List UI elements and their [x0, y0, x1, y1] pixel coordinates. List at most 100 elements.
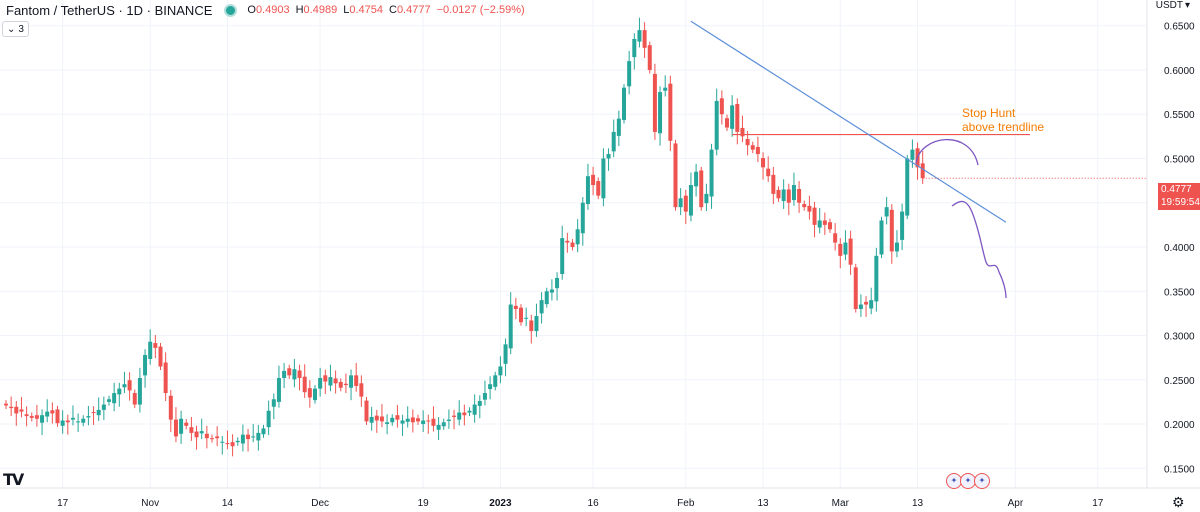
chevron-down-icon: ▾ [1184, 0, 1190, 11]
candle-body [307, 388, 312, 398]
candle-body [282, 370, 287, 379]
candle-body [395, 415, 400, 420]
candle-body [287, 368, 292, 376]
candle-body [50, 410, 55, 414]
candle-body [96, 409, 101, 416]
time-tick-label: 19 [418, 498, 430, 509]
candle-body [55, 409, 60, 424]
economic-events-icon[interactable]: ✦ ✦ ✦ [946, 473, 990, 489]
candle-body [920, 163, 925, 179]
candle-body [467, 410, 472, 413]
candle-body [750, 145, 755, 150]
candle-body [719, 98, 724, 115]
candle-body [364, 400, 369, 422]
candle-body [817, 220, 822, 228]
candle-body [220, 441, 225, 443]
event-flag-icon[interactable]: ✦ [946, 473, 962, 489]
candle-body [426, 420, 431, 422]
candle-body [400, 420, 405, 424]
time-tick-label: Mar [832, 498, 850, 509]
candle-body [637, 30, 642, 42]
candle-body [771, 174, 776, 194]
candle-body [797, 189, 802, 203]
time-tick-label: 17 [57, 498, 69, 509]
indicator-count: 3 [18, 23, 24, 35]
price-tick-label: 0.2000 [1164, 420, 1195, 431]
candle-body [596, 181, 601, 196]
indicators-toggle[interactable]: ⌄ 3 [2, 21, 29, 37]
candle-body [781, 189, 786, 201]
tradingview-logo-icon[interactable]: 𝗧𝗩 [3, 470, 24, 489]
candle-body [292, 369, 297, 380]
candle-body [60, 420, 65, 426]
candle-body [132, 393, 137, 405]
candle-body [91, 412, 96, 414]
candle-body [276, 378, 281, 402]
candle-body [848, 238, 853, 265]
candle-body [457, 412, 462, 420]
candle-body [70, 417, 75, 420]
candle-body [431, 418, 436, 426]
candle-body [148, 341, 153, 359]
candle-body [390, 417, 395, 423]
candle-body [493, 375, 498, 387]
candle-body [714, 100, 719, 150]
candle-body [673, 143, 678, 208]
gear-icon[interactable]: ⚙ [1172, 494, 1185, 510]
candle-body [323, 375, 328, 382]
candle-body [379, 416, 384, 422]
candle-body [313, 388, 317, 401]
time-tick-label: 13 [912, 498, 924, 509]
time-tick-label: 2023 [489, 498, 512, 509]
candle-body [210, 438, 214, 440]
time-tick-label: 13 [757, 498, 769, 509]
time-tick-label: 14 [222, 498, 234, 509]
candle-body [343, 383, 348, 386]
event-flag-icon[interactable]: ✦ [974, 473, 990, 489]
candle-body [900, 211, 905, 240]
candle-body [864, 301, 869, 305]
candle-body [585, 176, 590, 205]
candle-body [519, 307, 523, 323]
symbol-title[interactable]: Fantom / TetherUS · 1D · BINANCE [6, 2, 213, 18]
candle-body [477, 401, 482, 406]
candle-body [683, 195, 688, 212]
candle-body [905, 158, 910, 216]
candle-body [446, 419, 451, 421]
candle-body [163, 362, 168, 394]
candle-body [199, 431, 204, 434]
candle-body [369, 416, 374, 423]
candle-body [261, 428, 266, 435]
price-tick-label: 0.1500 [1164, 464, 1195, 475]
market-status-icon[interactable] [224, 3, 238, 17]
candle-body [29, 416, 34, 418]
candle-body [570, 242, 575, 247]
candle-body [884, 207, 889, 217]
ohlc-values: O0.4903 H0.4989 L0.4754 C0.4777 −0.0127 … [247, 4, 525, 16]
candle-body [580, 202, 585, 234]
candle-body [122, 384, 127, 388]
candle-body [694, 171, 699, 187]
candle-body [843, 242, 848, 255]
candle-body [879, 220, 884, 255]
candle-body [575, 229, 580, 245]
candle-body [24, 414, 29, 417]
candle-body [76, 421, 81, 423]
currency-selector[interactable]: USDT ▾ [1156, 0, 1190, 11]
candle-body [112, 393, 117, 404]
candle-body [622, 87, 626, 120]
candle-body [472, 404, 477, 415]
event-flag-icon[interactable]: ✦ [960, 473, 976, 489]
candle-body [189, 427, 194, 433]
candle-body [755, 146, 760, 155]
candle-body [153, 343, 158, 348]
candle-body [606, 154, 611, 159]
candle-body [338, 381, 343, 388]
time-tick-label: 16 [588, 498, 600, 509]
candle-body [240, 434, 245, 444]
candle-body [894, 242, 899, 252]
candle-body [349, 375, 354, 388]
candle-body [709, 149, 714, 197]
candle-body [328, 377, 333, 386]
